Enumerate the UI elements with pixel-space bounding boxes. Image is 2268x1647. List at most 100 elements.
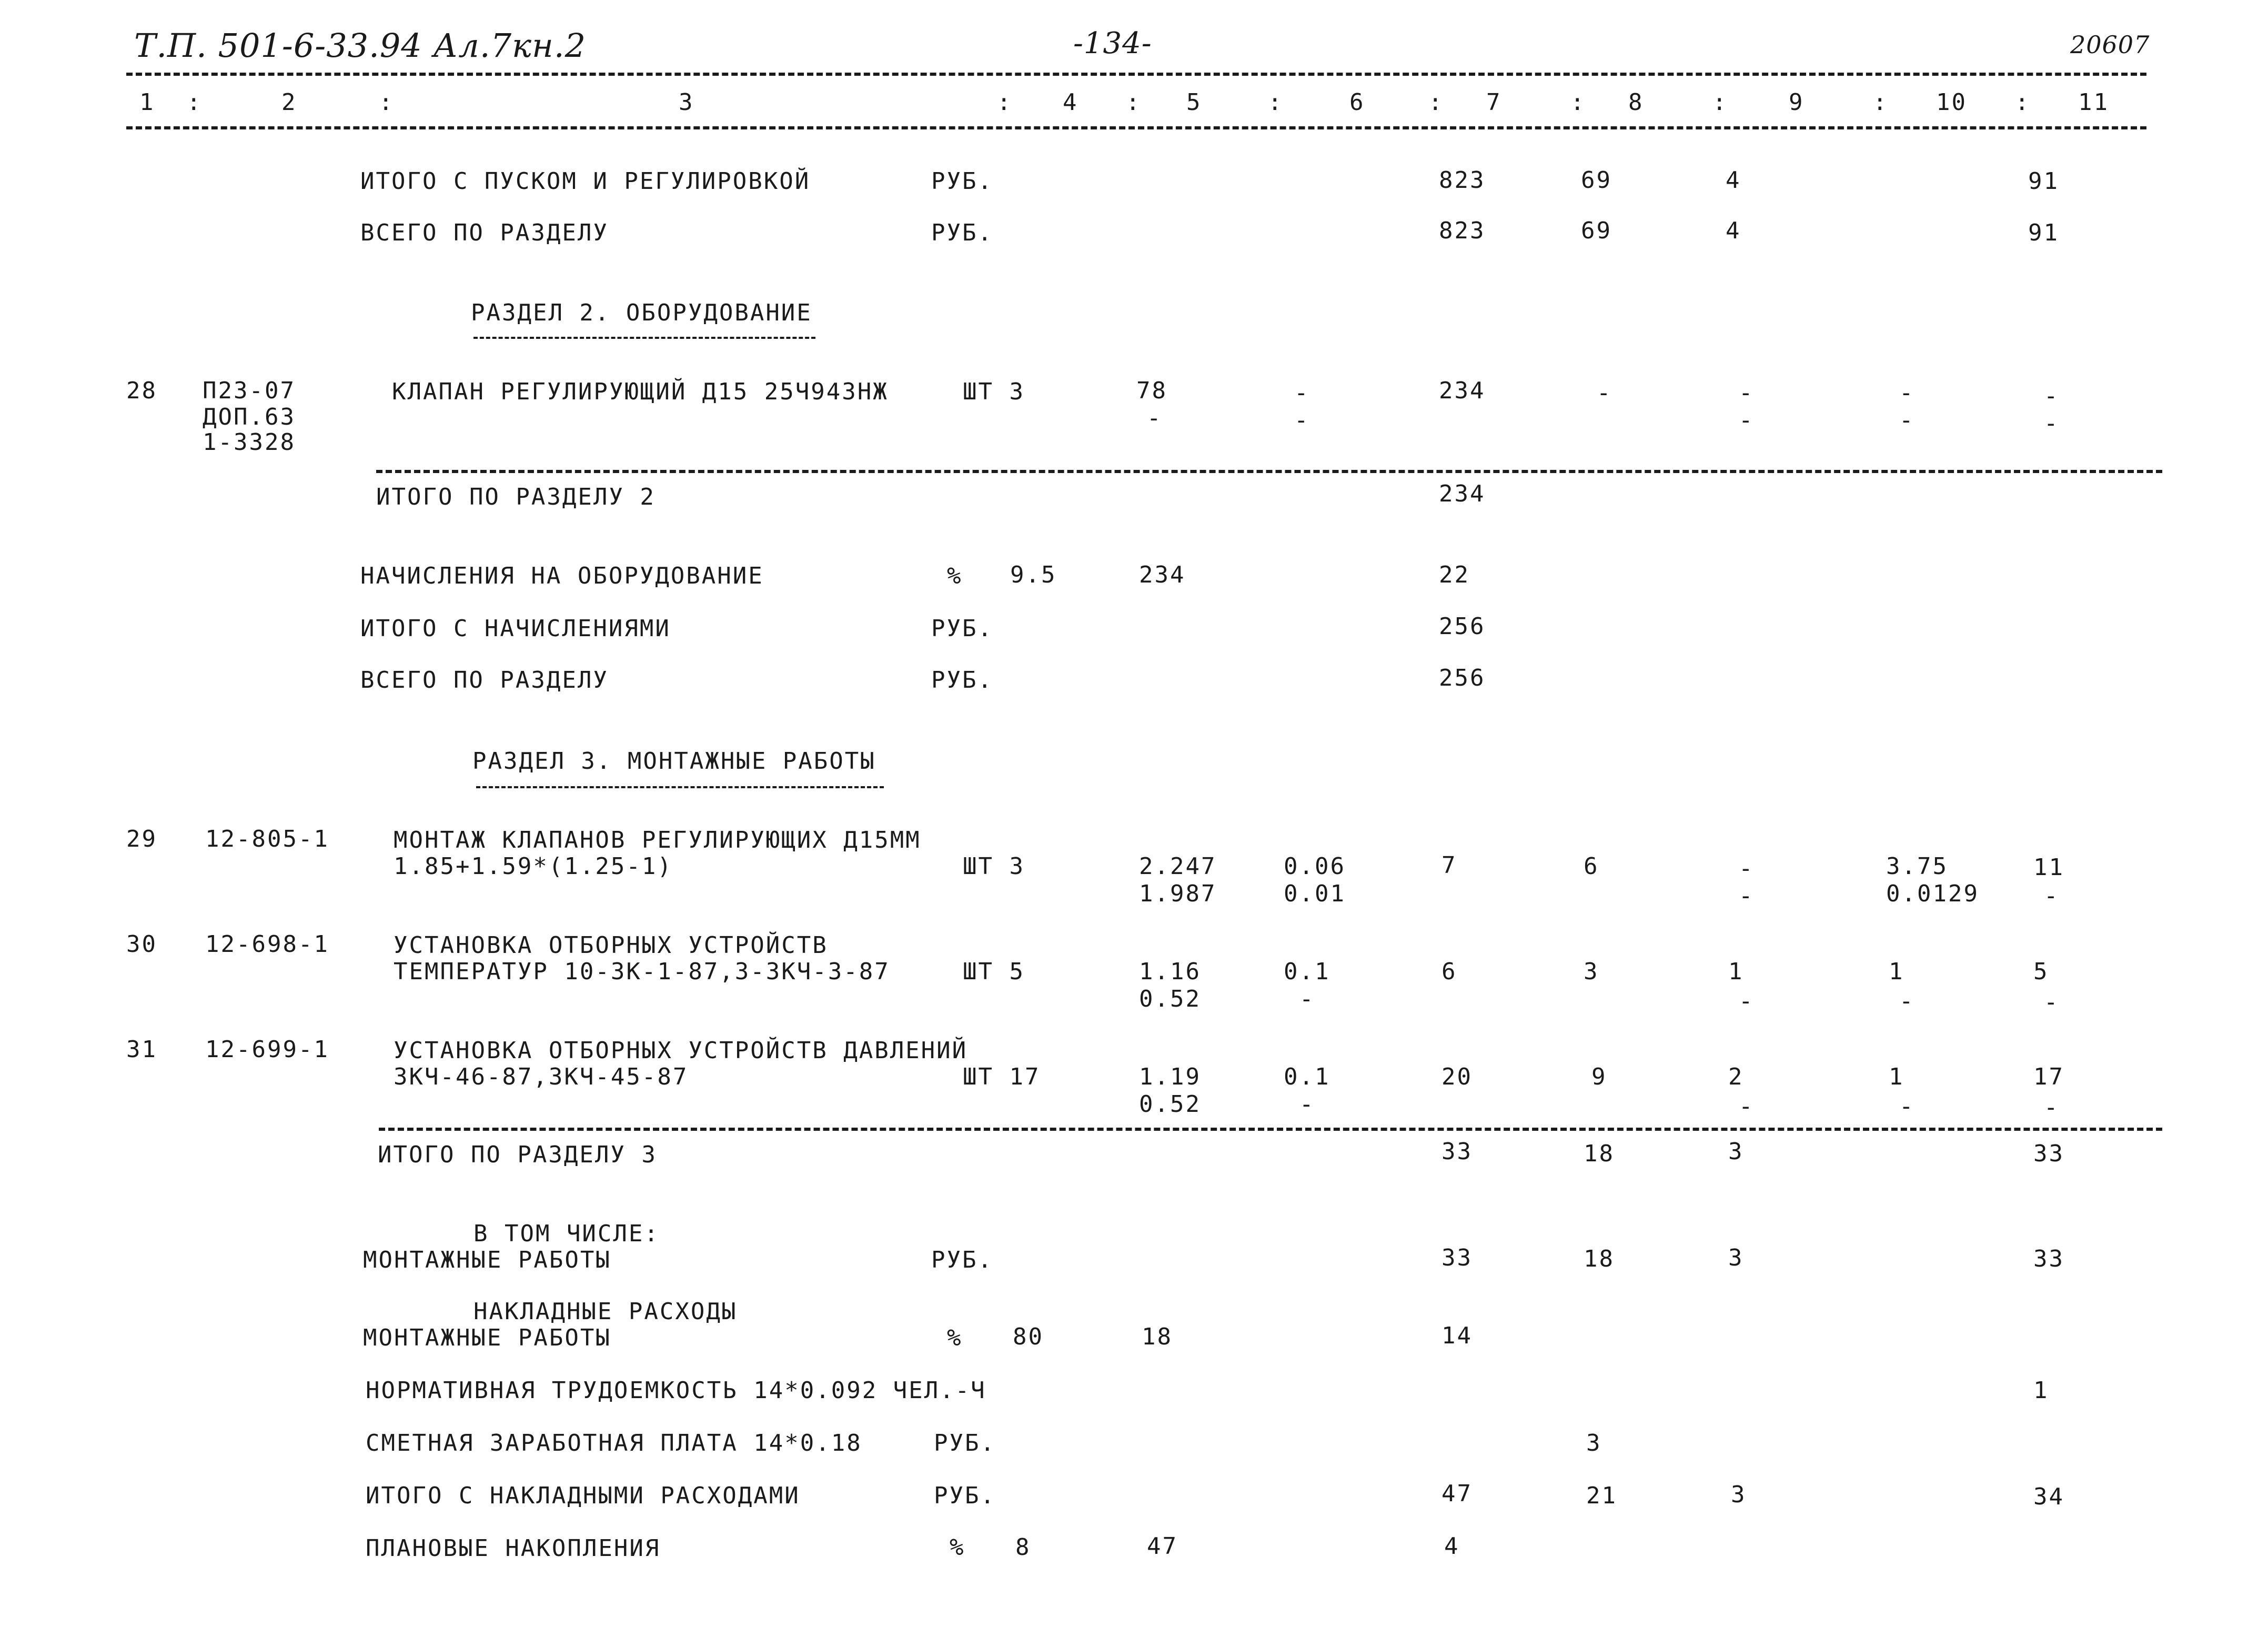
cell-col7: 22 [1439, 561, 1470, 588]
row-unit: % [947, 1324, 963, 1351]
cell-col8: 3 [1586, 1430, 1602, 1457]
cell-col5: 0.52 [1139, 986, 1201, 1012]
dash: - [2044, 383, 2060, 409]
cell-col8: 69 [1581, 217, 1612, 244]
row-unit-qty: ШТ 17 [963, 1063, 1041, 1090]
dash: - [1299, 986, 1315, 1012]
row-label: НОРМАТИВНАЯ ТРУДОЕМКОСТЬ 14*0.092 ЧЕЛ.-Ч [366, 1377, 986, 1404]
cell-col5: 18 [1142, 1323, 1173, 1350]
cell-col7: 256 [1439, 665, 1486, 691]
column-separator: : [1873, 89, 1889, 116]
cell-col7: 33 [1442, 1138, 1473, 1165]
cell-col11: 17 [2033, 1063, 2064, 1090]
cell-col7: 234 [1439, 480, 1486, 507]
cell-col6: 0.06 [1284, 853, 1346, 880]
row-name: КЛАПАН РЕГУЛИРУЮЩИЙ Д15 25Ч943НЖ [392, 378, 889, 405]
dash: - [1739, 1093, 1755, 1120]
cell-col8: 69 [1581, 167, 1612, 194]
row-unit: РУБ. [931, 219, 993, 246]
document-code: Т.П. 501-6-33.94 Ал.7кн.2 [134, 26, 587, 65]
column-number: 5 [1186, 89, 1202, 116]
row-number: 29 [126, 826, 157, 852]
cell-col11: 33 [2033, 1140, 2064, 1167]
row-unit: РУБ. [934, 1482, 996, 1509]
header-top-rule [126, 73, 2146, 76]
cell-col7: 14 [1442, 1322, 1473, 1349]
row-name: 1.85+1.59*(1.25-1) [394, 853, 673, 880]
column-number: 8 [1628, 89, 1644, 116]
row-code: 12-699-1 [205, 1036, 329, 1063]
row-code: 1-3328 [203, 429, 296, 456]
dash: - [2044, 1094, 2060, 1121]
cell-col6: 0.1 [1284, 1063, 1330, 1090]
cell-col7: 823 [1439, 217, 1486, 244]
row-label: ИТОГО С ПУСКОМ И РЕГУЛИРОВКОЙ [360, 168, 811, 195]
cell-col8: 21 [1586, 1482, 1617, 1509]
cell-col11: 5 [2033, 958, 2049, 985]
row-unit-qty: ШТ 3 [963, 853, 1025, 880]
cell-col6: 0.01 [1284, 880, 1346, 907]
cell-col5: 78 [1136, 377, 1167, 404]
dash: - [1739, 988, 1755, 1015]
sheet-code: 20607 [2070, 31, 2150, 59]
column-separator: : [2015, 89, 2031, 116]
cell-col4: 8 [1015, 1534, 1031, 1561]
dash: - [1147, 405, 1163, 431]
cell-col7: 20 [1442, 1063, 1473, 1090]
page-number: -134- [1073, 26, 1152, 61]
row-label: ИТОГО ПО РАЗДЕЛУ 3 [378, 1141, 657, 1168]
cell-col7: 6 [1442, 958, 1457, 985]
row-number: 30 [126, 931, 157, 958]
column-separator: : [379, 89, 395, 116]
dash: - [1739, 407, 1755, 434]
row-label: СМЕТНАЯ ЗАРАБОТНАЯ ПЛАТА 14*0.18 [366, 1430, 862, 1457]
column-separator: : [1428, 89, 1444, 116]
row-label: ИТОГО С НАКЛАДНЫМИ РАСХОДАМИ [366, 1482, 800, 1509]
row-unit: РУБ. [931, 168, 993, 195]
row-code: 12-805-1 [205, 826, 329, 852]
cell-col7: 4 [1444, 1533, 1460, 1560]
cell-col7: 256 [1439, 613, 1486, 640]
dash: - [2044, 410, 2060, 437]
cell-col9: 1 [1728, 958, 1744, 985]
row-number: 31 [126, 1036, 157, 1063]
cell-col8: 18 [1584, 1246, 1615, 1272]
dash: - [2044, 882, 2060, 909]
row-label: ПЛАНОВЫЕ НАКОПЛЕНИЯ [366, 1535, 661, 1562]
column-number: 2 [281, 89, 297, 116]
cell-col9: 3 [1728, 1138, 1744, 1165]
cell-col8: 6 [1584, 853, 1599, 880]
cell-col5: 2.247 [1139, 853, 1217, 880]
cell-col11: 34 [2033, 1483, 2064, 1510]
column-number: 10 [1936, 89, 1967, 116]
row-label: ИТОГО ПО РАЗДЕЛУ 2 [376, 484, 656, 510]
cell-col4: 9.5 [1010, 561, 1057, 588]
dash: - [1899, 407, 1915, 434]
cell-col9: 3 [1731, 1481, 1747, 1508]
cell-col9: 2 [1728, 1063, 1744, 1090]
column-number: 3 [679, 89, 694, 116]
dash: - [1597, 379, 1612, 406]
row-code: П23-07 [203, 377, 296, 404]
row-unit-qty: ШТ 3 [963, 378, 1025, 405]
row-number: 28 [126, 377, 157, 404]
cell-col8: 18 [1584, 1140, 1615, 1167]
dash: - [1739, 882, 1755, 909]
cell-col10: 1 [1889, 958, 1904, 985]
column-separator: : [1712, 89, 1728, 116]
cell-col4: 80 [1013, 1323, 1044, 1350]
cell-col9: 4 [1726, 217, 1741, 244]
column-number: 11 [2078, 89, 2109, 116]
cell-col5: 1.987 [1139, 880, 1217, 907]
cell-col8: 3 [1584, 958, 1599, 985]
cell-col5: 1.16 [1139, 958, 1201, 985]
row-label: ИТОГО С НАЧИСЛЕНИЯМИ [360, 615, 671, 642]
row-name: МОНТАЖ КЛАПАНОВ РЕГУЛИРУЮЩИХ Д15ММ [394, 827, 921, 853]
dash: - [1294, 379, 1310, 406]
section3-title-underline [476, 786, 884, 788]
cell-col11: 91 [2028, 168, 2059, 195]
section2-title-underline [473, 337, 815, 339]
dash: - [1899, 1093, 1915, 1120]
cell-col11: 11 [2033, 854, 2064, 881]
